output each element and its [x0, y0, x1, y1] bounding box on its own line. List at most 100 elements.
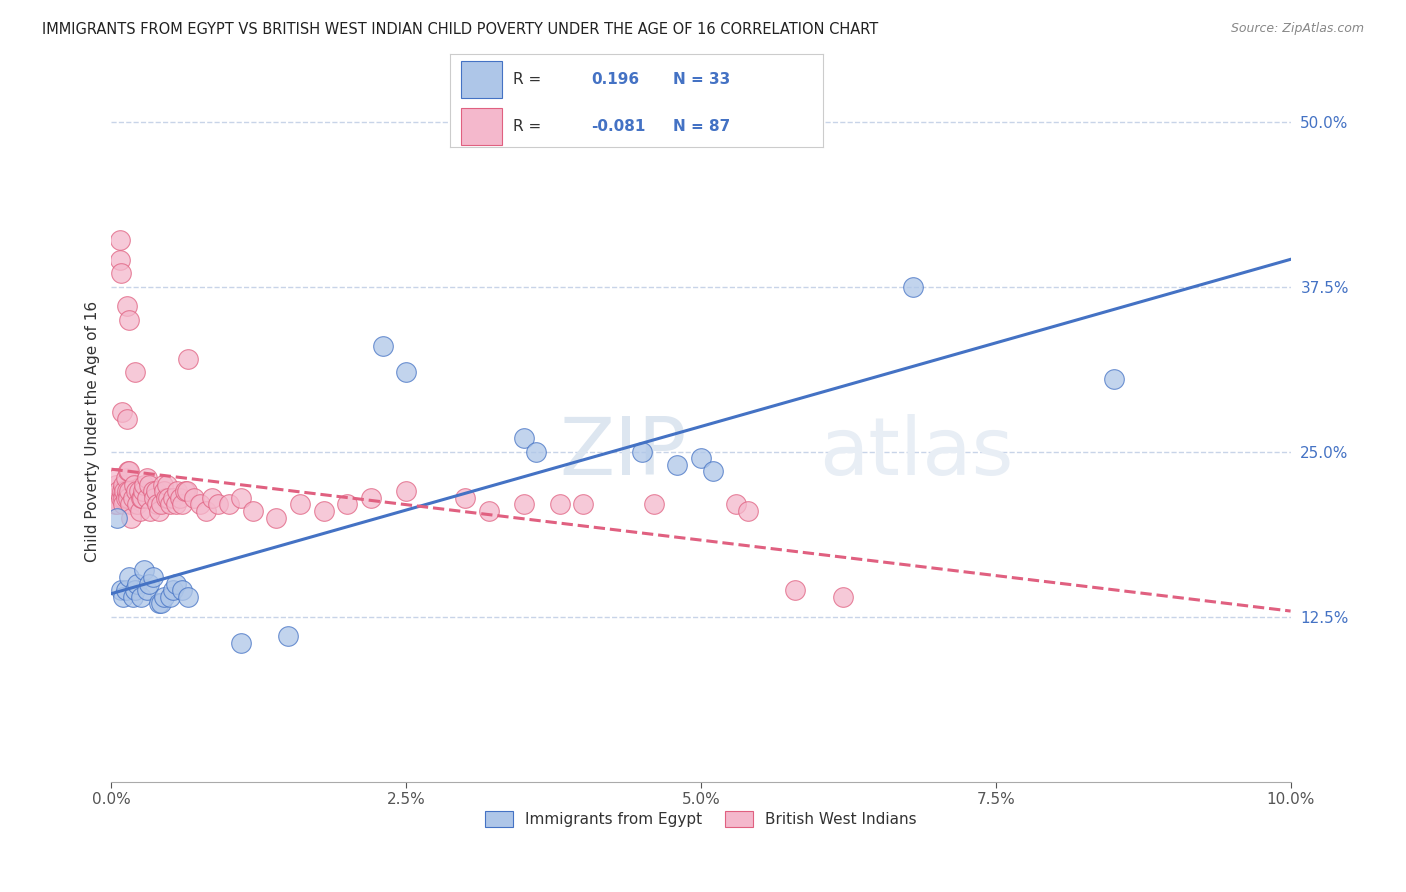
Point: [121, 491, 143, 505]
Point: [135, 491, 157, 505]
Point: [149, 497, 172, 511]
Text: N = 33: N = 33: [673, 72, 731, 87]
Text: Source: ZipAtlas.com: Source: ZipAtlas.com: [1230, 22, 1364, 36]
Point: [122, 477, 145, 491]
Point: [166, 484, 188, 499]
Text: ZIP: ZIP: [560, 414, 688, 491]
Point: [105, 510, 128, 524]
Point: [266, 510, 288, 524]
Point: [524, 444, 547, 458]
Point: [124, 583, 146, 598]
Point: [229, 636, 252, 650]
Point: [172, 497, 194, 511]
Point: [312, 504, 335, 518]
Point: [288, 497, 311, 511]
Point: [111, 405, 134, 419]
Point: [152, 477, 174, 491]
Point: [229, 491, 252, 505]
Point: [108, 233, 131, 247]
Text: R =: R =: [513, 119, 541, 134]
Point: [117, 464, 139, 478]
Point: [110, 266, 132, 280]
Text: -0.081: -0.081: [592, 119, 645, 134]
Text: 0.196: 0.196: [592, 72, 640, 87]
Point: [128, 504, 150, 518]
Point: [114, 491, 136, 505]
Point: [112, 497, 135, 511]
Point: [128, 484, 150, 499]
Point: [201, 491, 224, 505]
Point: [148, 596, 170, 610]
Legend: Immigrants from Egypt, British West Indians: Immigrants from Egypt, British West Indi…: [479, 805, 922, 833]
Point: [149, 596, 172, 610]
Point: [785, 583, 807, 598]
Point: [120, 510, 142, 524]
Point: [148, 504, 170, 518]
Point: [513, 497, 536, 511]
Point: [132, 484, 155, 499]
Point: [177, 590, 200, 604]
Point: [135, 471, 157, 485]
Point: [135, 583, 157, 598]
Point: [103, 491, 125, 505]
Point: [142, 570, 165, 584]
Point: [142, 491, 165, 505]
Point: [155, 491, 177, 505]
Point: [129, 590, 152, 604]
Point: [454, 491, 477, 505]
Point: [218, 497, 240, 511]
Point: [177, 352, 200, 367]
Point: [277, 629, 299, 643]
Point: [194, 504, 217, 518]
Point: [159, 590, 181, 604]
Point: [548, 497, 571, 511]
Point: [242, 504, 264, 518]
Point: [153, 484, 176, 499]
Point: [690, 451, 713, 466]
Point: [112, 491, 135, 505]
Point: [112, 484, 135, 499]
Point: [1102, 372, 1125, 386]
Point: [139, 504, 162, 518]
Point: [145, 484, 167, 499]
Point: [165, 497, 187, 511]
Point: [162, 583, 184, 598]
Point: [395, 365, 418, 379]
Point: [159, 497, 181, 511]
Point: [105, 477, 128, 491]
Point: [725, 497, 748, 511]
Point: [134, 563, 156, 577]
Point: [643, 497, 665, 511]
Point: [156, 477, 179, 491]
Point: [114, 471, 136, 485]
Point: [572, 497, 595, 511]
Point: [207, 497, 229, 511]
Point: [831, 590, 853, 604]
Point: [121, 590, 143, 604]
Point: [146, 497, 169, 511]
Bar: [461, 108, 502, 145]
Y-axis label: Child Poverty Under the Age of 16: Child Poverty Under the Age of 16: [86, 301, 100, 562]
Point: [120, 497, 142, 511]
Point: [165, 576, 187, 591]
Point: [183, 491, 205, 505]
Point: [138, 576, 160, 591]
Point: [118, 464, 141, 478]
Point: [360, 491, 382, 505]
Bar: [461, 61, 502, 98]
Point: [108, 253, 131, 268]
Point: [737, 504, 759, 518]
Point: [118, 484, 141, 499]
Point: [124, 365, 146, 379]
Point: [112, 590, 135, 604]
Text: R =: R =: [513, 72, 541, 87]
Point: [169, 491, 191, 505]
Point: [478, 504, 501, 518]
Point: [336, 497, 359, 511]
Point: [118, 570, 141, 584]
Point: [118, 312, 141, 326]
Point: [156, 491, 179, 505]
Point: [162, 491, 184, 505]
Point: [513, 431, 536, 445]
Point: [110, 491, 132, 505]
